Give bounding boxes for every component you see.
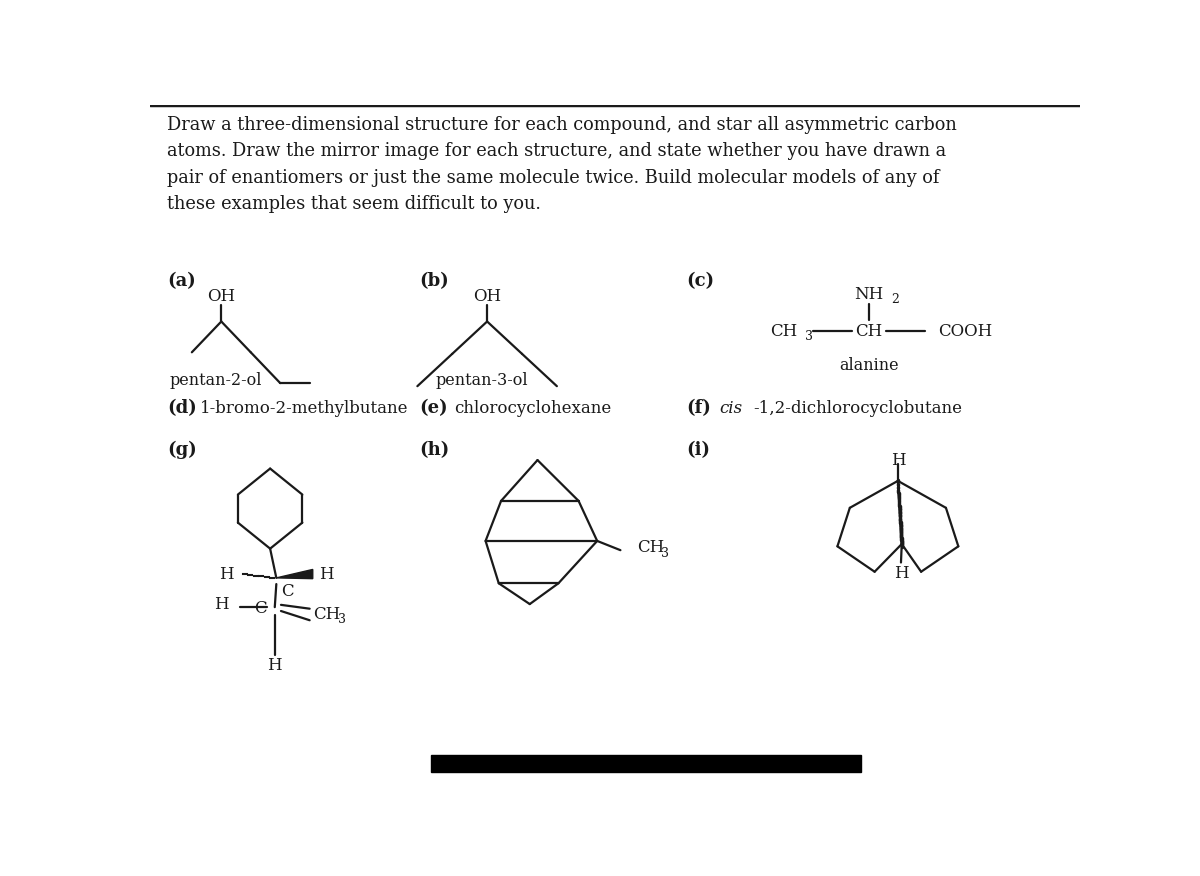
Text: (i): (i)	[686, 442, 710, 459]
Text: H: H	[319, 566, 334, 583]
Text: C: C	[281, 583, 294, 600]
Text: 1-bromo-2-methylbutane: 1-bromo-2-methylbutane	[200, 400, 409, 417]
Text: 3: 3	[805, 329, 812, 343]
Bar	[431, 755, 860, 772]
Text: cis: cis	[720, 400, 743, 417]
Text: (h): (h)	[420, 442, 450, 459]
Text: H: H	[220, 566, 234, 583]
Text: H: H	[894, 565, 910, 582]
Text: CH: CH	[856, 323, 883, 340]
Text: OH: OH	[473, 287, 502, 305]
Text: H: H	[890, 452, 905, 469]
Text: -1,2-dichlorocyclobutane: -1,2-dichlorocyclobutane	[752, 400, 962, 417]
Text: 2: 2	[890, 293, 899, 306]
Text: (f): (f)	[686, 399, 712, 418]
Text: (c): (c)	[686, 272, 714, 290]
Text: (a): (a)	[167, 272, 196, 290]
Text: (d): (d)	[167, 399, 197, 418]
Text: OH: OH	[208, 287, 235, 305]
Text: 3: 3	[661, 547, 668, 560]
Text: NH: NH	[854, 286, 884, 303]
Text: CH: CH	[313, 606, 341, 624]
Text: alanine: alanine	[839, 357, 899, 374]
Text: COOH: COOH	[938, 323, 992, 340]
Text: chlorocyclohexane: chlorocyclohexane	[454, 400, 611, 417]
Text: (e): (e)	[420, 399, 449, 418]
Text: H: H	[268, 657, 282, 675]
Text: (g): (g)	[167, 441, 197, 459]
Text: pentan-2-ol: pentan-2-ol	[169, 372, 262, 389]
Polygon shape	[276, 569, 313, 579]
Text: 3: 3	[338, 613, 347, 626]
Text: CH: CH	[637, 539, 665, 555]
Text: CH: CH	[770, 323, 798, 340]
Text: (b): (b)	[420, 272, 450, 290]
Text: Draw a three-dimensional structure for each compound, and star all asymmetric ca: Draw a three-dimensional structure for e…	[167, 116, 956, 213]
Text: pentan-3-ol: pentan-3-ol	[436, 372, 528, 389]
Text: C: C	[254, 600, 268, 618]
Text: H: H	[214, 596, 228, 612]
